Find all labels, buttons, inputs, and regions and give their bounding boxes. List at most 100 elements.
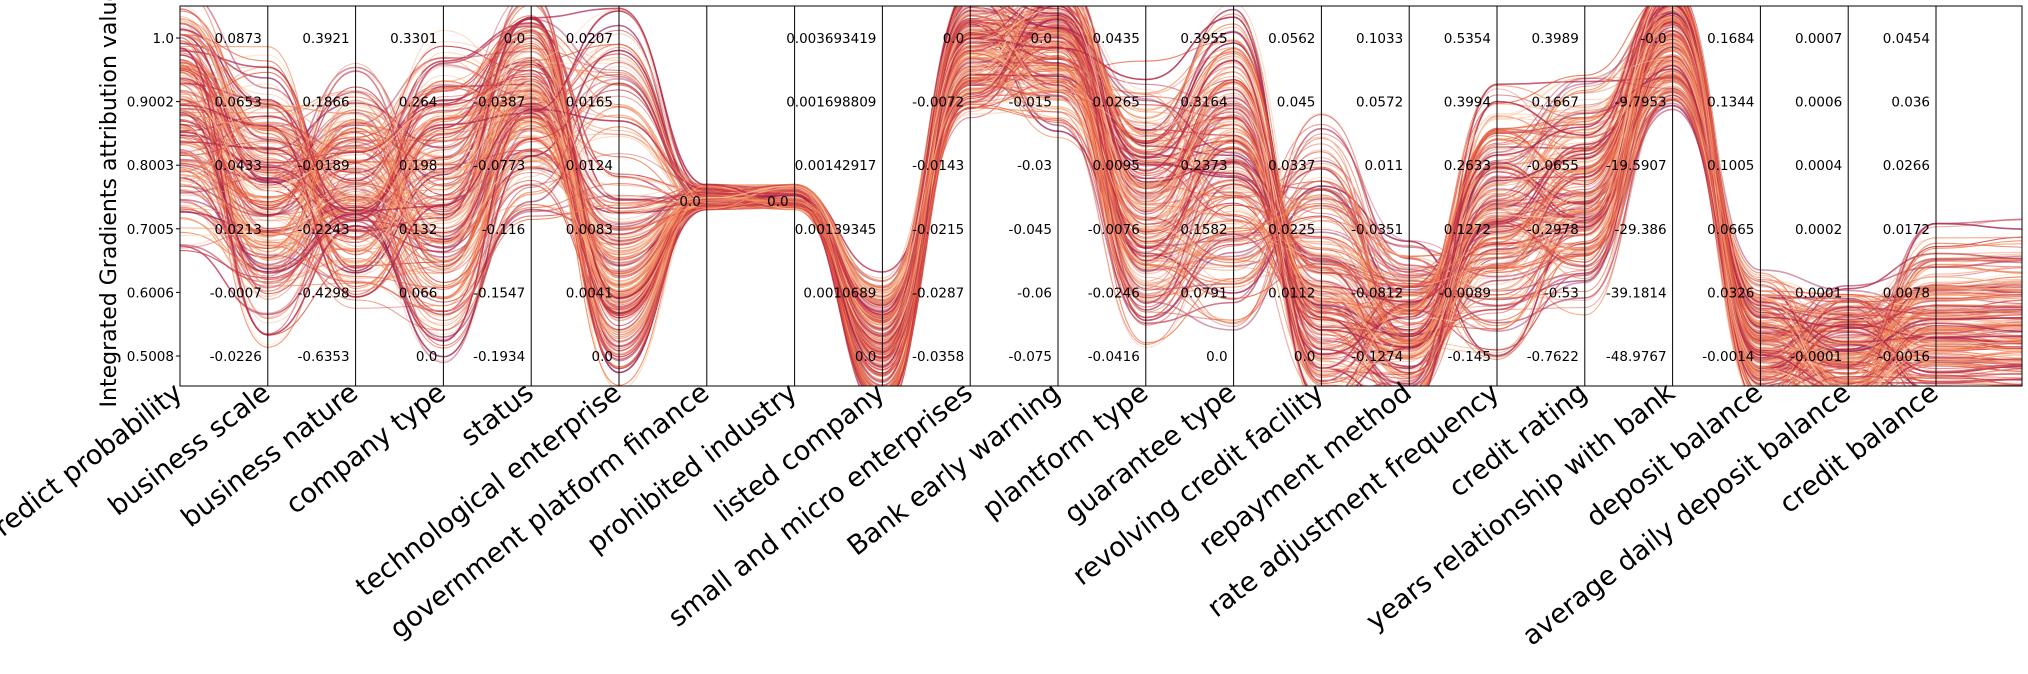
tick-label: -0.0812 [1351, 285, 1403, 301]
tick-label: -0.075 [1008, 349, 1052, 365]
tick-label: 0.001698809 [786, 95, 876, 111]
tick-label: 0.00142917 [795, 158, 877, 174]
tick-label: 0.6006 [127, 285, 174, 301]
tick-label: 0.0791 [1180, 285, 1227, 301]
tick-label: 0.0433 [215, 158, 262, 174]
data-line [180, 15, 2022, 343]
tick-label: 0.0010689 [803, 285, 876, 301]
tick-label: 0.1582 [1180, 222, 1227, 238]
data-lines [180, 6, 2022, 386]
tick-label: -0.0773 [473, 158, 525, 174]
tick-label: -0.6353 [297, 349, 349, 365]
tick-label: 0.2373 [1180, 158, 1227, 174]
tick-label: 0.003693419 [786, 31, 876, 47]
tick-label: 0.3955 [1180, 31, 1227, 47]
tick-label: 0.1005 [1707, 158, 1754, 174]
axis-name: credit balance [1774, 377, 1944, 520]
tick-label: 0.00139345 [795, 222, 877, 238]
tick-label: 0.0207 [566, 31, 613, 47]
plot-frame [179, 5, 2023, 387]
tick-label: 0.0572 [1356, 95, 1403, 111]
tick-label: -0.015 [1008, 95, 1052, 111]
tick-label: -0.0189 [297, 158, 349, 174]
tick-label: 0.0653 [215, 95, 262, 111]
data-line [180, 6, 2022, 386]
tick-label: 0.0083 [566, 222, 613, 238]
tick-label: 0.0004 [1795, 158, 1842, 174]
tick-label: 0.7005 [127, 222, 174, 238]
tick-label: 0.0435 [1093, 31, 1140, 47]
tick-label: -0.0014 [1702, 349, 1754, 365]
tick-label: -0.03 [1017, 158, 1052, 174]
tick-label: -0.0387 [473, 95, 525, 111]
tick-label: 0.0 [855, 349, 876, 365]
tick-label: 0.1667 [1532, 95, 1579, 111]
tick-label: 0.0326 [1707, 285, 1754, 301]
tick-label: -0.1274 [1351, 349, 1403, 365]
data-line [180, 6, 1831, 386]
tick-label: -0.0416 [1088, 349, 1140, 365]
tick-label: -0.2978 [1527, 222, 1579, 238]
tick-label: 0.3301 [390, 31, 437, 47]
tick-label: 1.0 [153, 31, 174, 47]
tick-label: 0.0095 [1093, 158, 1140, 174]
tick-label: 0.3164 [1180, 95, 1227, 111]
tick-label: 0.011 [1365, 158, 1404, 174]
tick-label: 0.0 [504, 31, 525, 47]
tick-label: -0.0089 [1439, 285, 1491, 301]
tick-label: 0.264 [399, 95, 438, 111]
data-line [180, 6, 2022, 386]
tick-label: 0.0001 [1795, 285, 1842, 301]
tick-label: -0.0287 [912, 285, 964, 301]
tick-label: -0.0358 [912, 349, 964, 365]
tick-label: 0.0078 [1883, 285, 1930, 301]
tick-label: 0.066 [399, 285, 438, 301]
tick-label: 0.0337 [1268, 158, 1315, 174]
tick-label: 0.045 [1277, 95, 1316, 111]
axis-name: company type [280, 377, 451, 520]
tick-label: -0.0016 [1878, 349, 1930, 365]
tick-label: -0.2243 [297, 222, 349, 238]
axis-name: government platform finance [384, 377, 715, 645]
tick-label: 0.3989 [1532, 31, 1579, 47]
tick-label: 0.132 [399, 222, 438, 238]
tick-label: 0.0 [1206, 349, 1227, 365]
tick-label: 0.198 [399, 158, 438, 174]
tick-label: 0.1866 [302, 95, 349, 111]
tick-label: 0.5354 [1444, 31, 1491, 47]
data-line [180, 17, 2022, 373]
tick-label: 0.036 [1891, 95, 1930, 111]
tick-label: 0.0007 [1795, 31, 1842, 47]
data-line [180, 6, 2022, 384]
tick-label: 0.1344 [1707, 95, 1754, 111]
tick-label: -0.06 [1017, 285, 1052, 301]
data-line [180, 84, 2022, 343]
tick-label: -0.0 [1640, 31, 1666, 47]
tick-label: 0.0002 [1795, 222, 1842, 238]
data-line [180, 13, 2022, 386]
tick-label: 0.5008 [127, 349, 174, 365]
tick-label: 0.0165 [566, 95, 613, 111]
tick-label: -9.7953 [1614, 95, 1666, 111]
y-axis-label: Integrated Gradients attribution values [97, 0, 122, 407]
tick-label: 0.0873 [215, 31, 262, 47]
tick-label: 0.3994 [1444, 95, 1491, 111]
tick-label: 0.0041 [566, 285, 613, 301]
tick-label: -0.0655 [1527, 158, 1579, 174]
tick-label: 0.0172 [1883, 222, 1930, 238]
tick-label: 0.0006 [1795, 95, 1842, 111]
data-line [180, 97, 2022, 386]
tick-label: 0.0213 [215, 222, 262, 238]
tick-label: 0.0454 [1883, 31, 1930, 47]
tick-label: 0.1272 [1444, 222, 1491, 238]
tick-label: -29.386 [1614, 222, 1666, 238]
tick-label: -0.045 [1008, 222, 1052, 238]
tick-label: 0.2633 [1444, 158, 1491, 174]
tick-label: -0.0001 [1790, 349, 1842, 365]
tick-label: -0.0143 [912, 158, 964, 174]
tick-label: 0.0 [1294, 349, 1315, 365]
tick-label: -0.0351 [1351, 222, 1403, 238]
tick-label: -0.0072 [912, 95, 964, 111]
